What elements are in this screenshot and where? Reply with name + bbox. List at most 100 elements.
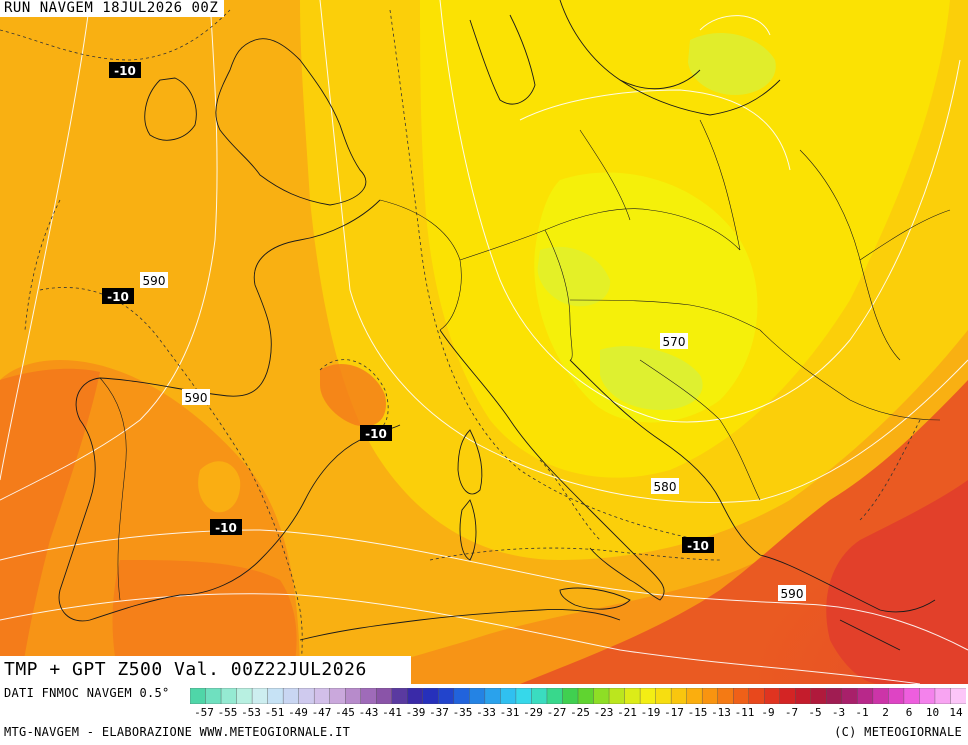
color-swatch bbox=[562, 688, 579, 704]
color-swatch bbox=[515, 688, 532, 704]
color-scale-tick: -25 bbox=[570, 706, 590, 719]
color-scale-tick: -1 bbox=[855, 706, 869, 719]
geopotential-label-580: 580 bbox=[651, 478, 679, 494]
right-credit: (C) METEOGIORNALE bbox=[834, 725, 962, 739]
color-scale-tick: -3 bbox=[831, 706, 846, 719]
color-swatch bbox=[810, 688, 827, 704]
color-swatch bbox=[407, 688, 424, 704]
color-scale-tick: -41 bbox=[382, 706, 402, 719]
color-swatch bbox=[531, 688, 548, 704]
color-scale-tick: -19 bbox=[640, 706, 661, 719]
svg-text:570: 570 bbox=[663, 335, 686, 349]
color-swatch bbox=[903, 688, 920, 704]
color-swatch bbox=[438, 688, 455, 704]
color-scale-tick: -5 bbox=[808, 706, 822, 719]
color-swatch bbox=[857, 688, 874, 704]
color-scale-tick: -37 bbox=[429, 706, 449, 719]
color-swatch bbox=[841, 688, 858, 704]
temperature-label-ionian: -10 bbox=[682, 537, 714, 553]
temperature-label-spain: -10 bbox=[210, 519, 242, 535]
color-scale-bar bbox=[190, 688, 966, 704]
color-swatch bbox=[733, 688, 750, 704]
color-swatch bbox=[624, 688, 641, 704]
color-scale-tick: -39 bbox=[405, 706, 426, 719]
geopotential-label-590-spain: 590 bbox=[182, 389, 210, 405]
color-scale-tick: 2 bbox=[882, 706, 889, 719]
color-scale-tick: -43 bbox=[358, 706, 379, 719]
temperature-band-orange-lyon bbox=[320, 364, 386, 427]
temperature-label-atlantic-north: -10 bbox=[109, 62, 141, 78]
color-swatch bbox=[608, 688, 626, 704]
color-scale-tick: -23 bbox=[593, 706, 614, 719]
color-swatch bbox=[593, 688, 610, 704]
color-scale-tick: -45 bbox=[335, 706, 355, 719]
color-scale-tick: -21 bbox=[617, 706, 637, 719]
color-swatch bbox=[701, 688, 719, 704]
temperature-band-orange-spain bbox=[112, 560, 297, 684]
color-swatch bbox=[484, 688, 501, 704]
color-scale-tick: -9 bbox=[761, 706, 775, 719]
geopotential-label-590-east: 590 bbox=[778, 585, 806, 601]
color-scale-tick: -47 bbox=[311, 706, 332, 719]
temperature-band-pale-green-alps bbox=[537, 246, 611, 307]
valid-time-label: TMP + GPT Z500 Val. 00Z22JUL2026 bbox=[0, 656, 411, 684]
color-swatch bbox=[391, 688, 408, 704]
color-swatch bbox=[826, 688, 843, 704]
svg-text:-10: -10 bbox=[365, 427, 387, 441]
temperature-band-pale-green-baltic bbox=[688, 32, 776, 95]
color-scale-tick: -53 bbox=[241, 706, 261, 719]
color-swatch bbox=[546, 688, 563, 704]
color-swatch bbox=[655, 688, 672, 704]
temperature-band-orange-west bbox=[0, 368, 100, 684]
geopotential-label-590-west: 590 bbox=[140, 272, 168, 288]
color-scale-tick: 14 bbox=[949, 706, 963, 719]
color-scale-tick: -27 bbox=[546, 706, 567, 719]
color-scale-tick: -11 bbox=[734, 706, 755, 719]
temperature-band-orange-iberia-center bbox=[198, 461, 241, 513]
color-swatch bbox=[950, 688, 966, 704]
color-scale-tick: 6 bbox=[905, 706, 913, 719]
color-swatch bbox=[577, 688, 595, 704]
color-scale-tick: -29 bbox=[523, 706, 543, 719]
color-scale-tick: -35 bbox=[452, 706, 473, 719]
temperature-label-lyon: -10 bbox=[360, 425, 392, 441]
color-swatch bbox=[282, 688, 300, 704]
color-scale-tick: -13 bbox=[711, 706, 731, 719]
svg-text:580: 580 bbox=[654, 480, 677, 494]
color-scale-tick: -17 bbox=[664, 706, 684, 719]
svg-text:-10: -10 bbox=[215, 521, 237, 535]
legend-footer: DATI FNMOC NAVGEM 0.5° -57 -55 -53 -51 -49 -4… bbox=[0, 684, 968, 745]
color-swatch bbox=[919, 688, 936, 704]
temperature-band-pale-green-balkans bbox=[600, 346, 703, 410]
color-swatch bbox=[344, 688, 362, 704]
country-borders bbox=[99, 119, 951, 601]
color-swatch bbox=[236, 688, 253, 704]
color-swatch bbox=[888, 688, 905, 704]
svg-text:-10: -10 bbox=[107, 290, 129, 304]
color-swatch bbox=[872, 688, 889, 704]
color-scale-tick: -33 bbox=[476, 706, 496, 719]
color-swatch bbox=[670, 688, 688, 704]
color-swatch bbox=[779, 688, 796, 704]
data-source-label: DATI FNMOC NAVGEM 0.5° bbox=[4, 686, 170, 700]
color-scale-tick: -15 bbox=[687, 706, 708, 719]
svg-text:590: 590 bbox=[781, 587, 804, 601]
color-swatch bbox=[267, 688, 284, 704]
color-swatch bbox=[469, 688, 486, 704]
color-swatch bbox=[934, 688, 951, 704]
svg-text:-10: -10 bbox=[687, 539, 709, 553]
weather-map: 590 590 570 580 590 -10 -10 -10 -10 -10 bbox=[0, 0, 968, 684]
color-scale-tick: -57 bbox=[194, 706, 214, 719]
color-swatch bbox=[220, 688, 238, 704]
color-scale-ticks: -57 -55 -53 -51 -49 -47 -45 -43 -41 -39 -37 -35 -33-… bbox=[190, 706, 966, 720]
color-swatch bbox=[795, 688, 812, 704]
color-swatch bbox=[639, 688, 657, 704]
color-scale-tick: -7 bbox=[784, 706, 799, 719]
color-swatch bbox=[313, 688, 331, 704]
run-label: RUN NAVGEM 18JUL2026 00Z bbox=[0, 0, 225, 17]
svg-text:590: 590 bbox=[185, 391, 208, 405]
color-swatch bbox=[500, 688, 517, 704]
color-swatch bbox=[453, 688, 470, 704]
color-swatch bbox=[360, 688, 377, 704]
color-swatch bbox=[205, 688, 222, 704]
